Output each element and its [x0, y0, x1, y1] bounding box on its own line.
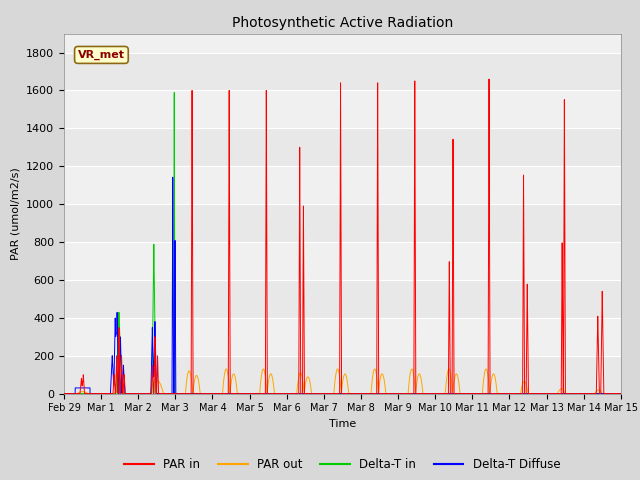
Bar [64, 90, 621, 128]
Bar [64, 166, 621, 204]
Bar [64, 356, 621, 394]
X-axis label: Time: Time [329, 419, 356, 429]
Y-axis label: PAR (umol/m2/s): PAR (umol/m2/s) [11, 167, 20, 260]
Text: VR_met: VR_met [78, 50, 125, 60]
Bar [64, 52, 621, 90]
Bar [64, 318, 621, 356]
Bar [64, 128, 621, 166]
Legend: PAR in, PAR out, Delta-T in, Delta-T Diffuse: PAR in, PAR out, Delta-T in, Delta-T Dif… [120, 454, 565, 476]
Bar [64, 204, 621, 242]
Bar [64, 242, 621, 280]
Title: Photosynthetic Active Radiation: Photosynthetic Active Radiation [232, 16, 453, 30]
Bar [64, 280, 621, 318]
